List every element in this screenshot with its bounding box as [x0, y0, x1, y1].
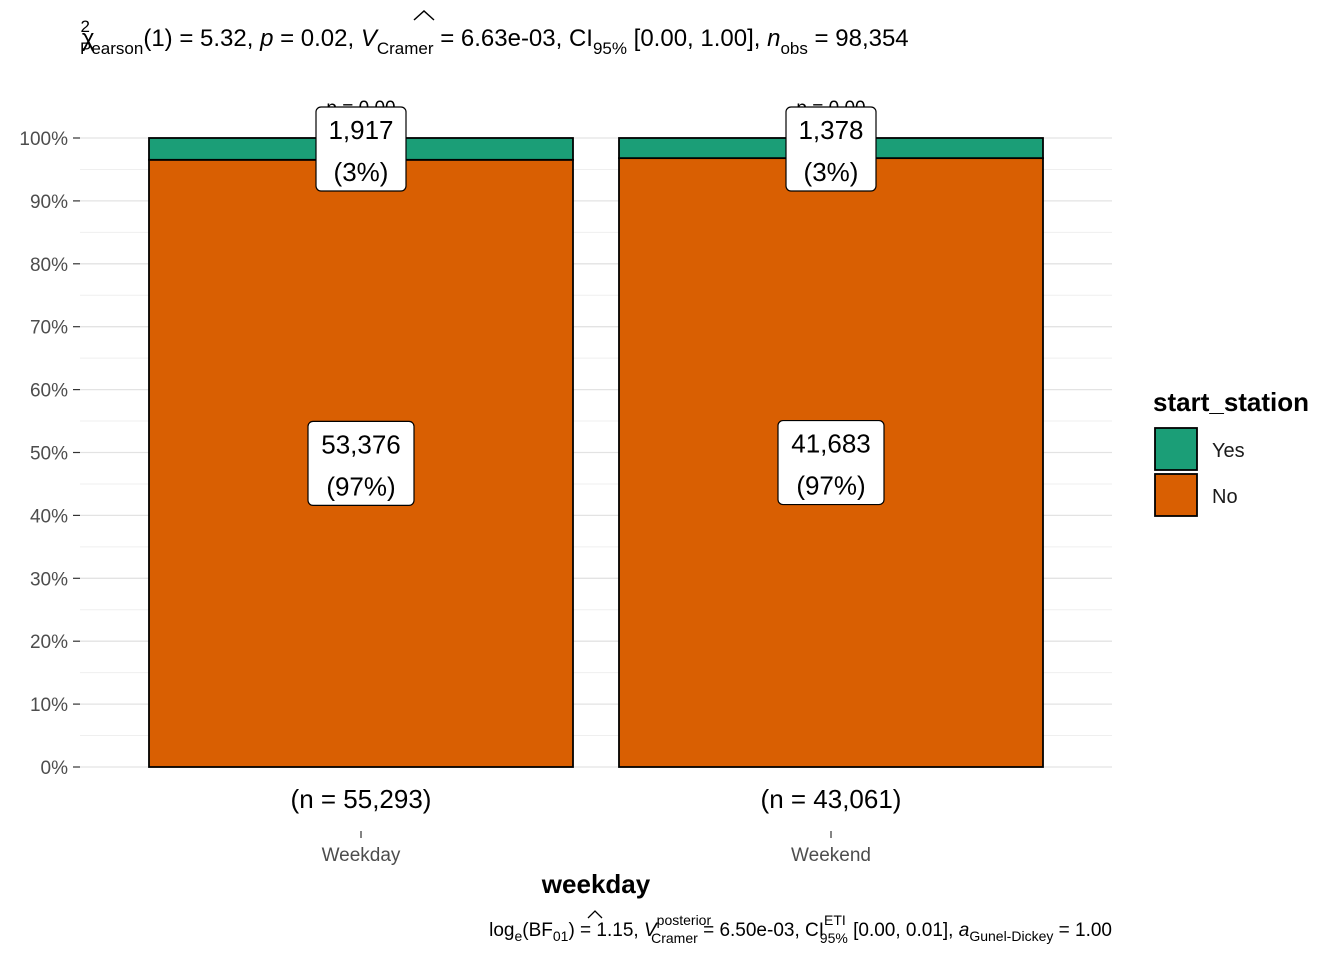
- a-subscript: Gunel-Dickey: [969, 928, 1053, 944]
- ci-eti-subscript: 95%: [820, 930, 848, 946]
- bf-value: ) = 1.15,: [568, 920, 644, 941]
- bf-subscript: 01: [553, 928, 569, 944]
- v-post-symbol: V: [644, 920, 659, 941]
- count-label: 53,376: [321, 429, 401, 459]
- df-text: (1): [143, 25, 172, 52]
- n-symbol: n: [767, 25, 780, 52]
- legend-swatch-no: [1154, 473, 1198, 517]
- legend: start_station Yes No: [1153, 387, 1309, 517]
- chi-subscript: Pearson: [80, 39, 143, 58]
- y-tick-label: 60%: [30, 381, 68, 402]
- ci-eti-value: [0.00, 0.01],: [848, 920, 959, 941]
- p-value-labels: p = 0.00p = 0.00: [326, 98, 865, 119]
- data-label-box: [785, 106, 877, 192]
- data-label-yes-weekday: 1,917 (3%): [315, 106, 407, 192]
- legend-label-no: No: [1212, 486, 1238, 508]
- percent-label: (97%): [326, 471, 395, 501]
- sample-size-label: (n = 43,061): [761, 784, 902, 814]
- percent-label: (97%): [796, 471, 865, 501]
- data-label-no-weekday: 53,376 (97%): [307, 420, 415, 507]
- a-value: = 1.00: [1053, 920, 1112, 941]
- n-subscript: obs: [780, 39, 807, 58]
- v-post-value: = 6.50e-03, CI: [698, 920, 824, 941]
- ci-value: [0.00, 1.00],: [627, 25, 767, 52]
- chi-symbol: χ: [82, 25, 95, 52]
- v-post-subscript: Cramer: [651, 930, 698, 946]
- x-axis: (n = 55,293) Weekday (n = 43,061) Weekend: [291, 784, 902, 866]
- p-symbol: p: [259, 25, 273, 52]
- bf-text: (BF: [522, 920, 553, 941]
- data-label-yes-weekend: 1,378 (3%): [785, 106, 877, 192]
- chart-subtitle: χ2 Pearson(1) = 5.32, p = 0.02, VCramer =…: [80, 17, 909, 58]
- data-labels: 53,376 (97%) 1,917 (3%) 41,683 (97%) 1,378 (3%): [307, 106, 885, 507]
- y-tick-label: 20%: [30, 632, 68, 653]
- x-tick-label: Weekday: [322, 845, 401, 866]
- count-label: 41,683: [791, 429, 871, 459]
- x-tick-label: Weekend: [791, 845, 871, 866]
- y-tick-label: 80%: [30, 255, 68, 276]
- ci-subscript: 95%: [593, 39, 627, 58]
- v-value: = 6.63e-03, CI: [434, 25, 593, 52]
- log-subscript: e: [514, 928, 522, 944]
- legend-label-yes: Yes: [1212, 440, 1245, 462]
- p-value: = 0.02,: [273, 25, 360, 52]
- y-tick-label: 90%: [30, 192, 68, 213]
- count-label: 1,917: [328, 115, 393, 145]
- y-tick-label: 100%: [19, 129, 68, 150]
- v-subscript: Cramer: [377, 39, 434, 58]
- y-tick-label: 0%: [41, 758, 69, 779]
- data-label-box: [777, 419, 885, 506]
- legend-title: start_station: [1153, 387, 1309, 417]
- y-tick-label: 40%: [30, 506, 68, 527]
- a-symbol: a: [959, 920, 970, 941]
- x-axis-title: weekday: [541, 869, 651, 899]
- bars: [148, 137, 1044, 768]
- ci-eti-superscript: ETI: [824, 912, 846, 928]
- legend-items: Yes No: [1154, 427, 1245, 517]
- y-tick-label: 50%: [30, 444, 68, 465]
- data-label-box: [307, 420, 415, 507]
- v-hat-mark: [413, 9, 435, 21]
- v-symbol: V: [361, 25, 379, 52]
- v-post-hat-mark: [587, 910, 603, 919]
- log-text: log: [489, 920, 514, 941]
- percent-label: (3%): [334, 157, 389, 187]
- legend-swatch-yes: [1154, 427, 1198, 471]
- y-tick-label: 10%: [30, 695, 68, 716]
- count-label: 1,378: [798, 115, 863, 145]
- v-post-superscript: posterior: [657, 912, 712, 928]
- y-tick-label: 70%: [30, 318, 68, 339]
- sample-size-label: (n = 55,293): [291, 784, 432, 814]
- n-value: = 98,354: [808, 25, 909, 52]
- percent-label: (3%): [804, 157, 859, 187]
- y-tick-label: 30%: [30, 569, 68, 590]
- y-axis: 0% 10% 20% 30% 40% 50% 60% 70% 80% 90% 100%: [19, 129, 80, 779]
- chi-value: = 5.32,: [173, 25, 260, 52]
- bar-no-weekend: [618, 157, 1044, 768]
- data-label-no-weekend: 41,683 (97%): [777, 419, 885, 506]
- chi-superscript: 2: [81, 17, 90, 36]
- chart-caption: loge(BF01) = 1.15, Vposterior Cramer = 6.…: [489, 912, 1112, 946]
- data-label-box: [315, 106, 407, 192]
